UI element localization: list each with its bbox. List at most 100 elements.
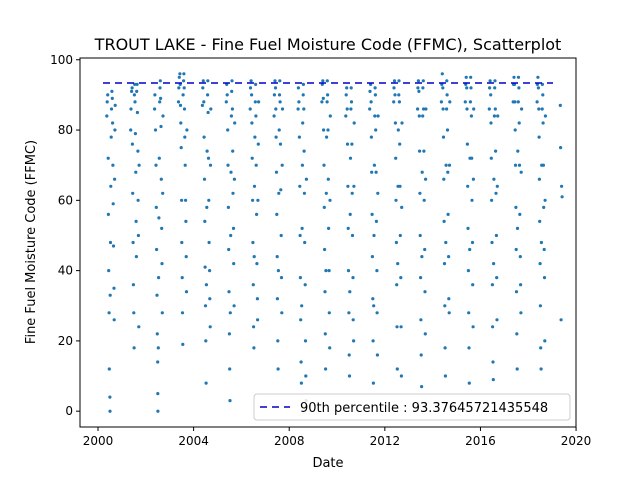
data-point (440, 72, 444, 76)
data-point (470, 240, 475, 245)
data-point (488, 86, 492, 90)
data-point (442, 177, 446, 181)
data-point (535, 100, 539, 104)
data-point (399, 276, 403, 280)
data-point (296, 107, 300, 111)
data-point (398, 142, 402, 146)
data-point (539, 346, 543, 350)
data-point (542, 276, 547, 280)
data-point (155, 247, 159, 252)
data-point (542, 247, 546, 252)
data-point (445, 93, 449, 97)
data-point (375, 311, 379, 315)
data-point (349, 107, 353, 111)
data-point (321, 79, 325, 83)
data-point (371, 339, 375, 343)
data-point (492, 114, 496, 118)
data-point (419, 353, 423, 357)
data-point (225, 93, 229, 97)
data-point (304, 177, 308, 181)
data-point (468, 247, 472, 252)
data-point (153, 93, 157, 97)
data-point (369, 135, 373, 139)
data-point (254, 82, 258, 86)
data-point (416, 107, 420, 111)
data-point (278, 79, 282, 83)
data-point (395, 283, 399, 287)
data-point (370, 212, 374, 216)
data-point (491, 360, 495, 364)
data-point (180, 198, 184, 202)
data-point (400, 121, 404, 125)
data-point (423, 247, 427, 252)
data-point (347, 353, 351, 357)
data-point (301, 93, 305, 97)
data-point (226, 205, 230, 209)
data-point (421, 86, 425, 90)
data-point (224, 100, 228, 104)
data-point (278, 142, 283, 146)
data-point (324, 191, 328, 195)
data-point (514, 205, 518, 209)
data-point (109, 135, 113, 139)
data-point (515, 226, 520, 230)
data-point (344, 93, 348, 97)
data-point (156, 392, 160, 396)
data-point (351, 276, 355, 280)
data-point (297, 100, 301, 104)
data-point (177, 75, 181, 79)
legend-box (253, 393, 571, 421)
data-point (465, 86, 469, 90)
data-point (323, 332, 327, 336)
data-point (488, 79, 492, 83)
data-point (299, 318, 303, 322)
data-point (536, 75, 540, 79)
x-tick-label: 2020 (561, 434, 592, 448)
data-point (154, 205, 158, 209)
data-point (373, 86, 377, 90)
data-point (496, 114, 500, 118)
data-point (208, 163, 213, 167)
data-point (280, 107, 285, 111)
data-point (105, 114, 109, 118)
data-point (371, 381, 375, 385)
data-point (160, 226, 164, 230)
data-point (326, 93, 330, 97)
data-point (399, 374, 403, 378)
data-point (444, 163, 448, 167)
data-point (490, 198, 494, 202)
data-point (136, 198, 140, 202)
data-point (105, 100, 109, 104)
data-point (250, 156, 254, 160)
data-point (202, 135, 206, 139)
data-point (156, 409, 160, 413)
data-point (134, 170, 138, 174)
data-point (135, 82, 139, 86)
data-point (304, 374, 308, 378)
data-point (180, 276, 184, 280)
data-point (156, 360, 160, 364)
data-point (396, 128, 400, 132)
data-point (369, 100, 373, 104)
data-point (418, 149, 422, 153)
data-point (227, 247, 231, 252)
data-point (109, 184, 113, 188)
data-point (514, 247, 518, 252)
data-point (345, 107, 349, 111)
data-point (471, 283, 475, 287)
data-point (161, 191, 165, 195)
data-point (370, 255, 374, 259)
data-point (296, 86, 300, 90)
data-point (417, 114, 421, 118)
data-point (467, 346, 471, 350)
data-point (376, 191, 380, 195)
data-point (159, 96, 163, 100)
data-point (345, 86, 349, 90)
data-point (137, 163, 141, 167)
legend-label: 90th percentile : 93.37645721435548 (300, 401, 548, 416)
data-point (231, 149, 235, 153)
y-tick-label: 100 (50, 53, 73, 67)
data-point (254, 163, 258, 167)
data-point (489, 156, 493, 160)
data-point (542, 205, 546, 209)
